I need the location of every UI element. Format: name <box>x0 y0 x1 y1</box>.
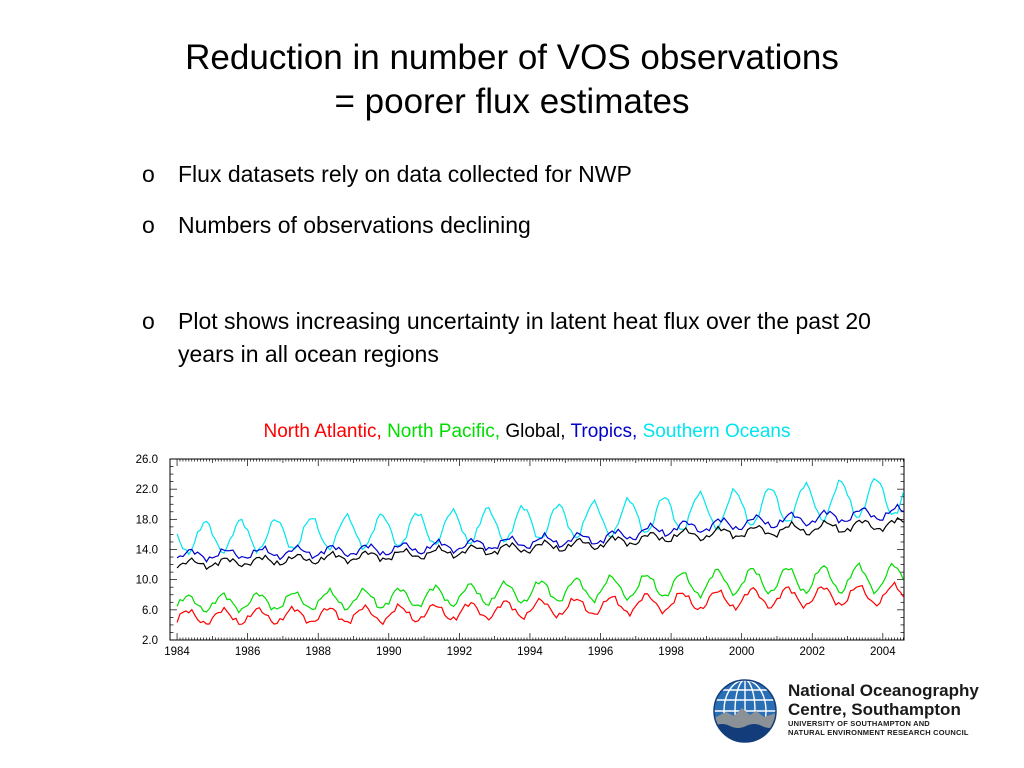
logo-line-2: Centre, Southampton <box>788 700 961 719</box>
x-tick-label: 1984 <box>164 646 190 658</box>
bullet-item: o Plot shows increasing uncertainty in l… <box>142 305 898 371</box>
bullet-text: Numbers of observations declining <box>178 212 531 238</box>
y-tick-label: 10.0 <box>136 575 158 587</box>
y-tick-label: 2.0 <box>142 635 158 647</box>
legend-north-pacific: North Pacific, <box>387 421 501 442</box>
logo-line-1: National Oceanography <box>788 681 979 700</box>
bullet-item: o Flux datasets rely on data collected f… <box>142 158 898 191</box>
logo-text: National Oceanography Centre, Southampto… <box>788 681 979 737</box>
x-tick-label: 1998 <box>658 646 684 658</box>
bullet-marker: o <box>142 308 155 334</box>
x-tick-label: 2004 <box>870 646 896 658</box>
bullet-item: o Numbers of observations declining <box>142 209 898 242</box>
chart-legend: North Atlantic, North Pacific, Global, T… <box>0 421 1024 443</box>
y-tick-label: 14.0 <box>136 545 158 557</box>
x-tick-label: 1988 <box>305 646 331 658</box>
x-tick-label: 1986 <box>235 646 261 658</box>
series-line-tropics <box>176 503 904 563</box>
x-tick-label: 1994 <box>517 646 543 658</box>
bullet-marker: o <box>142 212 155 238</box>
legend-north-atlantic: North Atlantic, <box>263 421 382 442</box>
legend-southern-oceans: Southern Oceans <box>642 421 791 442</box>
title-line-2: = poorer flux estimates <box>334 82 690 121</box>
series-line-north-atlantic <box>176 581 904 626</box>
x-tick-label: 1992 <box>447 646 473 658</box>
noc-logo: National Oceanography Centre, Southampto… <box>712 678 1002 744</box>
x-tick-label: 1996 <box>588 646 614 658</box>
x-tick-label: 2000 <box>729 646 755 658</box>
bullet-marker: o <box>142 161 155 187</box>
bullet-text: Plot shows increasing uncertainty in lat… <box>178 308 871 367</box>
legend-tropics: Tropics, <box>570 421 638 442</box>
logo-line-3: UNIVERSITY OF SOUTHAMPTON AND <box>788 719 930 728</box>
x-tick-label: 1990 <box>376 646 402 658</box>
series-line-north-pacific <box>176 562 904 614</box>
y-tick-label: 22.0 <box>136 484 158 496</box>
plot-frame <box>169 458 905 641</box>
y-tick-label: 26.0 <box>136 454 158 466</box>
title-line-1: Reduction in number of VOS observations <box>185 38 839 77</box>
y-tick-label: 18.0 <box>136 514 158 526</box>
slide-title: Reduction in number of VOS observations … <box>0 36 1024 124</box>
series-line-global <box>176 516 904 571</box>
latent-heat-flux-chart: 1984 1986 1988 1990 1992 1994 1996 1998 2000 2002… <box>136 454 905 658</box>
y-tick-label: 6.0 <box>142 605 158 617</box>
globe-logo-icon <box>713 679 777 743</box>
logo-line-4: NATURAL ENVIRONMENT RESEARCH COUNCIL <box>788 728 969 737</box>
legend-global: Global, <box>505 421 566 442</box>
x-tick-label: 2002 <box>799 646 825 658</box>
bullet-text: Flux datasets rely on data collected for… <box>178 161 632 187</box>
